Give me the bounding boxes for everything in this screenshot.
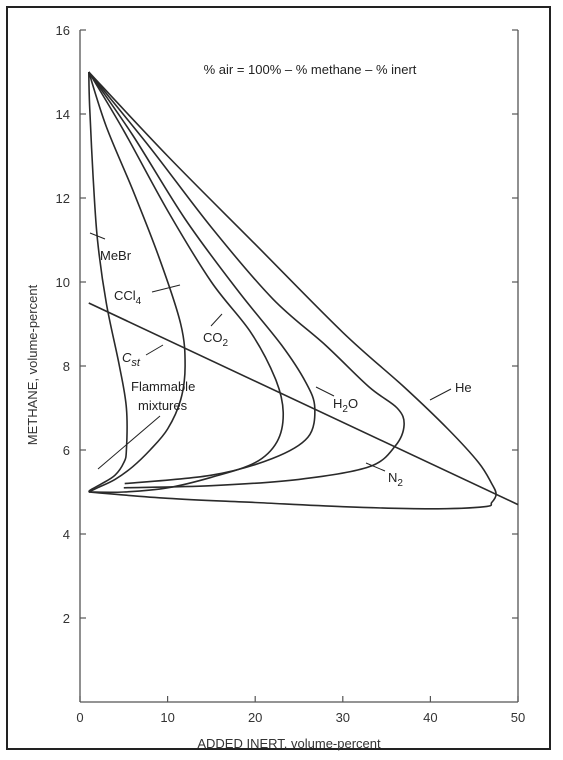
n2-leader xyxy=(365,462,386,472)
flammable-leader xyxy=(97,415,161,470)
co2-leader xyxy=(210,313,223,327)
ccl4-label: CCl4 xyxy=(114,288,142,307)
series-line-he xyxy=(88,71,497,510)
cst-label: Cst xyxy=(122,350,141,369)
mebr-leader xyxy=(89,232,106,240)
h2o-leader xyxy=(315,386,335,397)
x-tick-label: 40 xyxy=(423,710,437,725)
y-tick-label: 14 xyxy=(56,107,70,122)
y-tick-label: 12 xyxy=(56,191,70,206)
y-tick-label: 8 xyxy=(63,359,70,374)
cst-leader xyxy=(145,344,164,356)
series-line-h2o xyxy=(88,71,316,485)
mebr-label: MeBr xyxy=(100,248,132,263)
y-tick-label: 6 xyxy=(63,443,70,458)
axes xyxy=(79,30,519,703)
y-tick-label: 4 xyxy=(63,527,70,542)
chart-title: % air = 100% – % methane – % inert xyxy=(204,62,417,77)
n2-label: N2 xyxy=(388,470,403,489)
flammable-label-line1: Flammable xyxy=(131,379,195,394)
he-label: He xyxy=(455,380,472,395)
series-line-co2 xyxy=(88,71,285,494)
y-tick-label: 16 xyxy=(56,23,70,38)
series-line-ccl4 xyxy=(88,71,186,493)
he-leader xyxy=(429,388,452,401)
figure-frame xyxy=(6,6,551,750)
x-tick-label: 30 xyxy=(336,710,350,725)
h2o-label: H2O xyxy=(333,396,358,415)
x-axis-title: ADDED INERT, volume-percent xyxy=(197,736,381,751)
ccl4-leader xyxy=(151,284,181,293)
curve-labels: MeBr CCl4 CO2 Cst Flammable mixtures H2O… xyxy=(89,232,472,489)
series-line-n2 xyxy=(88,71,405,489)
series-line-mebr xyxy=(88,71,128,493)
x-tick-label: 20 xyxy=(248,710,262,725)
series-line-cst xyxy=(88,302,519,506)
x-tick-label: 50 xyxy=(511,710,525,725)
y-tick-label: 10 xyxy=(56,275,70,290)
flammable-label-line2: mixtures xyxy=(138,398,188,413)
ticks: 0 10 20 30 40 50 2 4 6 8 10 12 14 16 xyxy=(56,23,526,725)
y-axis-title: METHANE, volume-percent xyxy=(25,284,40,445)
y-tick-label: 2 xyxy=(63,611,70,626)
series-layer xyxy=(88,71,519,510)
x-tick-label: 0 xyxy=(76,710,83,725)
co2-label: CO2 xyxy=(203,330,229,349)
x-tick-label: 10 xyxy=(160,710,174,725)
